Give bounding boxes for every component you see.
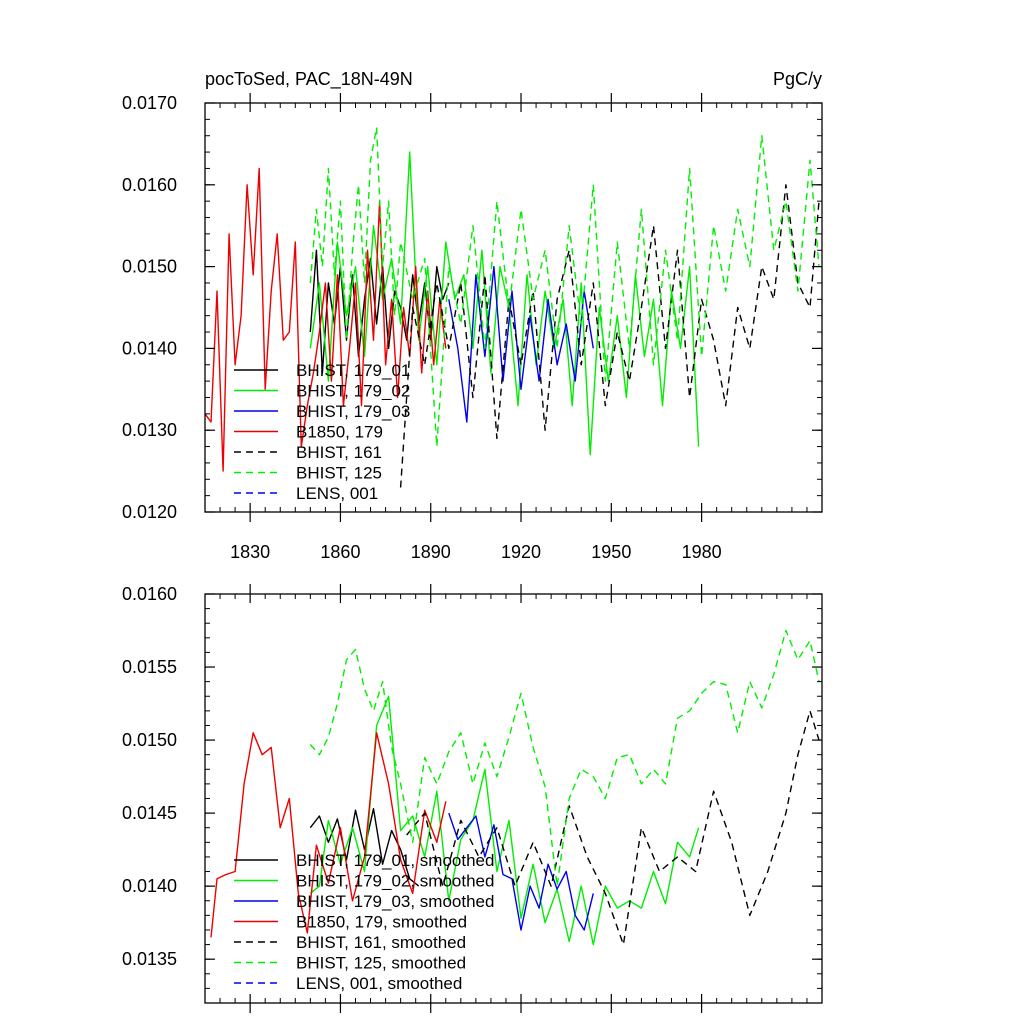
top-panel-title: pocToSed, PAC_18N-49N xyxy=(205,69,413,90)
series-line xyxy=(448,265,594,423)
y-tick-label: 0.0160 xyxy=(122,175,177,195)
legend-label: BHIST, 179_03, smoothed xyxy=(296,892,494,911)
bottom-panel: 0.0135 0.0140 0.0145 0.0150 0.0155 0.0160 BHI… xyxy=(122,584,823,1013)
legend-label: BHIST, 179_02, smoothed xyxy=(296,872,494,891)
top-panel-frame xyxy=(204,102,823,513)
y-tick-label: 0.0140 xyxy=(122,876,177,896)
series-line xyxy=(309,249,450,374)
series-line xyxy=(399,184,820,488)
legend-label: BHIST, 161, smoothed xyxy=(296,933,466,952)
legend-label: B1850, 179, smoothed xyxy=(296,913,467,932)
x-tick-label: 1890 xyxy=(411,542,451,562)
legend-label: BHIST, 179_01 xyxy=(296,361,410,380)
y-tick-label: 0.0120 xyxy=(122,502,177,522)
series-line xyxy=(309,808,420,887)
x-tick-label: 1860 xyxy=(320,542,360,562)
y-tick-label: 0.0150 xyxy=(122,730,177,750)
y-tick-label: 0.0145 xyxy=(122,803,177,823)
legend-label: LENS, 001 xyxy=(296,484,378,503)
legend-label: BHIST, 179_03 xyxy=(296,402,410,421)
series-line xyxy=(448,812,594,931)
series-line xyxy=(309,629,820,887)
legend-label: BHIST, 179_01, smoothed xyxy=(296,851,494,870)
x-tick-label: 1950 xyxy=(591,542,631,562)
x-tick-label: 1980 xyxy=(682,542,722,562)
y-tick-label: 0.0155 xyxy=(122,657,177,677)
legend-label: B1850, 179 xyxy=(296,423,383,442)
y-tick-label: 0.0170 xyxy=(122,93,177,113)
series-line xyxy=(309,126,820,448)
legend-label: BHIST, 161 xyxy=(296,443,382,462)
series-line xyxy=(204,167,447,472)
legend-label: BHIST, 125, smoothed xyxy=(296,954,466,973)
top-panel: pocToSed, PAC_18N-49N PgC/y 1830 1860 1890… xyxy=(122,69,823,562)
legend-label: BHIST, 179_02 xyxy=(296,382,410,401)
x-tick-label: 1920 xyxy=(501,542,541,562)
legend-label: BHIST, 125 xyxy=(296,464,382,483)
y-tick-label: 0.0150 xyxy=(122,257,177,277)
top-panel-units: PgC/y xyxy=(773,69,822,89)
y-tick-label: 0.0135 xyxy=(122,949,177,969)
y-tick-label: 0.0160 xyxy=(122,584,177,604)
legend-label: LENS, 001, smoothed xyxy=(296,974,462,993)
series-line xyxy=(210,732,447,938)
y-tick-label: 0.0130 xyxy=(122,420,177,440)
x-tick-label: 1830 xyxy=(230,542,270,562)
series-line xyxy=(406,710,820,946)
y-tick-label: 0.0140 xyxy=(122,338,177,358)
